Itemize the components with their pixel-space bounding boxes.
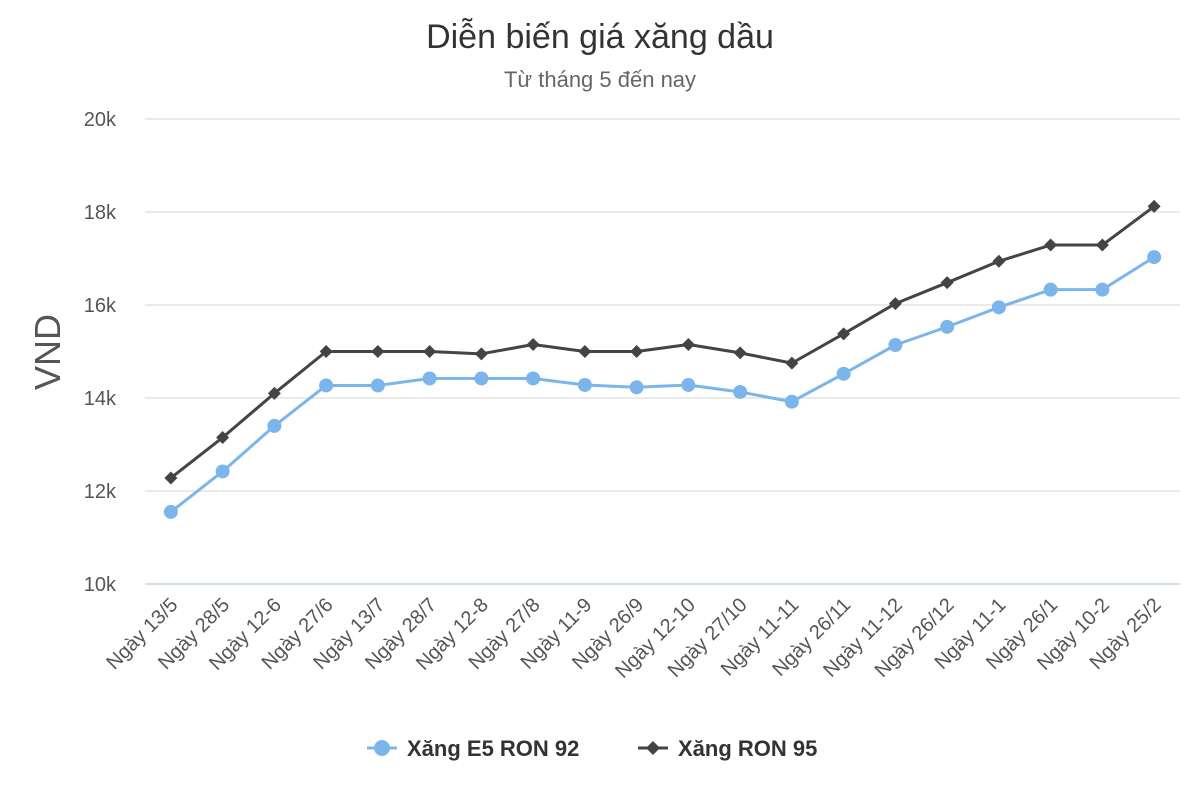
y-tick-label: 14k [84,388,117,410]
y-tick-label: 20k [84,109,117,131]
data-point[interactable] [319,345,333,358]
data-point[interactable] [474,371,489,386]
data-point[interactable] [940,319,955,334]
data-point[interactable] [630,345,644,358]
y-tick-label: 12k [84,481,117,503]
data-point[interactable] [837,327,851,341]
y-axis-label: VND [27,314,68,390]
data-point[interactable] [267,418,282,433]
data-point[interactable] [733,384,748,399]
legend[interactable]: Xăng E5 RON 92 Xăng RON 95 [367,736,817,761]
data-point[interactable] [1095,282,1110,297]
data-point[interactable] [681,377,696,392]
legend-label: Xăng RON 95 [678,736,817,761]
data-point[interactable] [681,338,695,352]
y-tick-label: 10k [84,574,117,596]
data-point[interactable] [422,371,437,386]
data-point[interactable] [1147,199,1161,213]
data-point[interactable] [163,504,178,519]
data-point[interactable] [1095,238,1109,252]
data-point[interactable] [370,378,385,393]
data-point[interactable] [526,371,541,386]
chart-subtitle: Từ tháng 5 đến nay [504,67,696,92]
legend-label: Xăng E5 RON 92 [407,736,579,761]
data-point[interactable] [1043,282,1058,297]
data-point[interactable] [785,356,799,370]
chart-title: Diễn biến giá xăng dầu [426,18,774,56]
data-point[interactable] [1147,250,1162,265]
data-point[interactable] [267,386,281,400]
data-point[interactable] [836,366,851,381]
data-point[interactable] [888,337,903,352]
series-line [169,255,1155,514]
grid-lines [145,118,1180,585]
data-point[interactable] [164,471,178,485]
data-point[interactable] [940,276,954,290]
legend-item-1[interactable]: Xăng E5 RON 92 [367,736,579,761]
series-1 [163,250,1162,519]
y-tick-label: 18k [84,202,117,224]
data-point[interactable] [733,346,747,360]
y-tick-label: 16k [84,295,117,317]
data-point[interactable] [1044,238,1058,252]
data-point[interactable] [216,431,230,445]
series-2 [164,199,1161,485]
data-point[interactable] [371,345,385,358]
legend-circle-icon [374,740,390,756]
y-axis-ticks: 10k 12k 14k 16k 18k 20k [84,109,117,596]
legend-diamond-icon [646,741,660,755]
legend-item-2[interactable]: Xăng RON 95 [638,736,817,761]
data-point[interactable] [319,378,334,393]
data-point[interactable] [578,345,592,358]
data-point[interactable] [992,254,1006,268]
data-point[interactable] [629,380,644,395]
data-point[interactable] [474,347,488,361]
data-point[interactable] [784,394,799,409]
data-point[interactable] [888,297,902,311]
series-layer [163,199,1162,519]
data-point[interactable] [423,345,437,358]
data-point[interactable] [991,300,1006,315]
series-line [169,205,1156,480]
data-point[interactable] [577,377,592,392]
data-point[interactable] [526,338,540,352]
data-point[interactable] [215,464,230,479]
